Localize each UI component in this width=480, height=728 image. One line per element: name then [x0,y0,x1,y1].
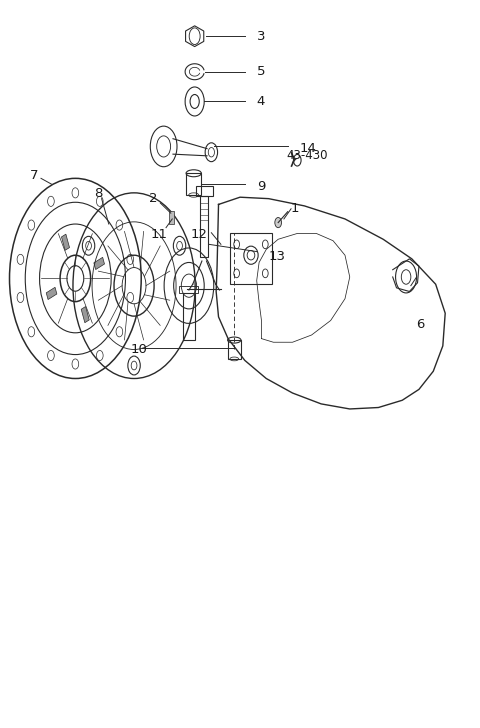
Text: 43-430: 43-430 [287,149,328,162]
Bar [94,257,105,269]
Text: 8: 8 [95,187,103,200]
Bar [46,288,57,299]
Bar [186,173,201,195]
Bar [229,234,273,284]
Text: 2: 2 [149,192,157,205]
Bar [169,211,174,224]
Text: 3: 3 [257,31,265,44]
Text: 9: 9 [257,180,265,193]
Text: 10: 10 [130,343,147,356]
Bar [196,186,213,196]
Text: 14: 14 [300,142,316,155]
Bar [228,340,241,359]
Text: 6: 6 [417,317,425,331]
Bar [183,293,195,340]
Bar [180,285,199,293]
Bar [61,234,70,250]
Text: 5: 5 [257,66,265,78]
Bar [81,306,89,323]
Circle shape [275,218,281,228]
Text: 12: 12 [191,229,208,242]
Bar [200,196,208,258]
Text: 7: 7 [30,169,38,182]
Text: 1: 1 [290,202,299,215]
Text: 13: 13 [269,250,286,263]
Text: 4: 4 [257,95,265,108]
Text: 11: 11 [150,229,168,242]
